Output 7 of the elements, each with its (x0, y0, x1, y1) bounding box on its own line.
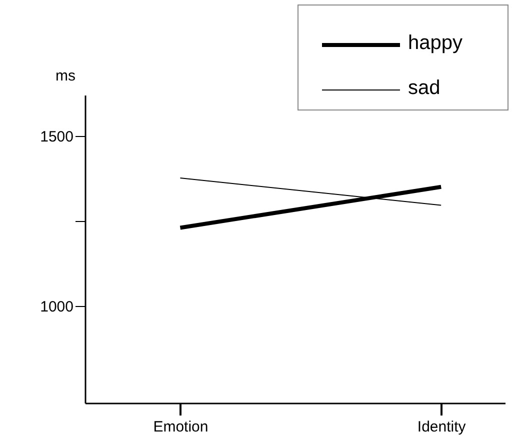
y-tick-label: 1000 (40, 298, 74, 316)
y-axis-title: ms (56, 68, 76, 84)
x-tick-label: Emotion (153, 418, 208, 436)
legend-label: happy (408, 32, 462, 54)
x-tick-label: Identity (417, 418, 466, 436)
y-tick-label: 1500 (40, 128, 74, 146)
legend-label: sad (408, 77, 440, 99)
